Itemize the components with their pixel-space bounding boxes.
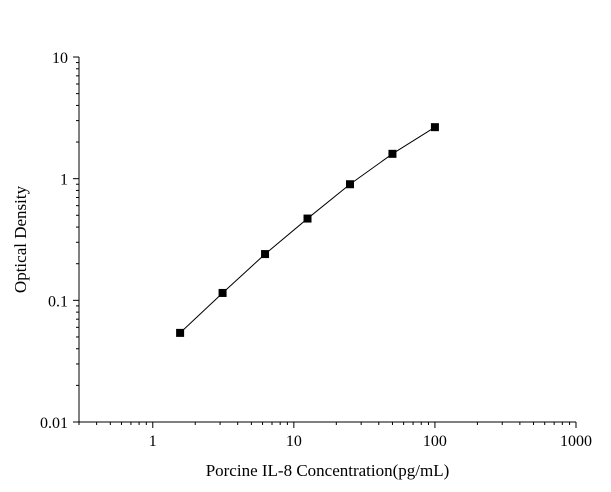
y-tick-label: 10	[52, 50, 68, 67]
fit-curve	[179, 126, 436, 334]
tick-marks	[73, 56, 577, 428]
data-point	[430, 123, 439, 132]
x-tick-label: 1000	[560, 433, 592, 450]
x-tick-label: 10	[286, 433, 302, 450]
y-tick-label: 0.1	[48, 293, 68, 310]
data-point	[261, 250, 270, 259]
y-axis-title: Optical Density	[11, 185, 30, 293]
axes	[78, 57, 576, 423]
x-tick-label: 100	[423, 433, 447, 450]
x-axis-title: Porcine IL-8 Concentration(pg/mL)	[206, 461, 450, 480]
x-tick-label: 1	[149, 433, 157, 450]
tick-labels: 1 10 100 1000 0.01 0.1 1 10	[40, 50, 592, 450]
data-point	[388, 149, 397, 158]
data-point	[303, 214, 312, 223]
data-points	[176, 123, 439, 337]
data-point	[345, 180, 354, 189]
y-tick-label: 1	[60, 172, 68, 189]
data-point	[218, 288, 227, 297]
y-tick-label: 0.01	[40, 415, 68, 432]
data-point	[176, 328, 185, 337]
